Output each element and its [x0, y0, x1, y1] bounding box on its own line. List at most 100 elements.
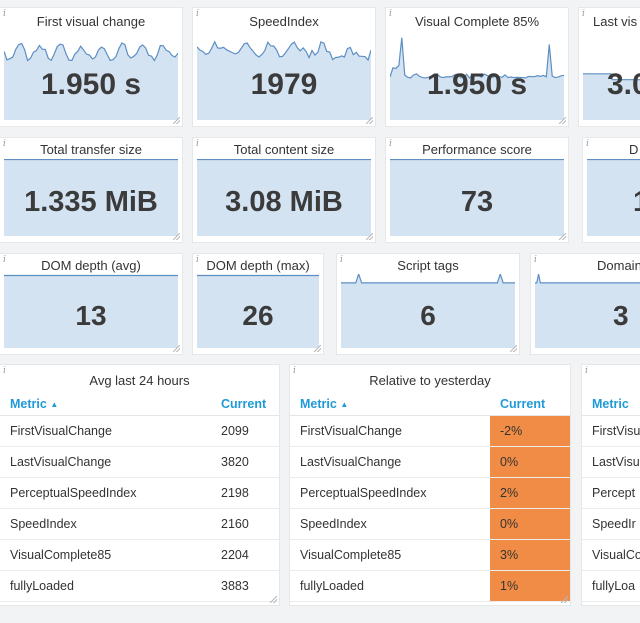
tile-title: D: [629, 142, 639, 157]
info-icon[interactable]: i: [3, 139, 6, 149]
sparkline-area: [4, 42, 178, 120]
table-row: LastVisualChange 0%: [290, 446, 570, 478]
tile-visual-complete-85[interactable]: i Visual Complete 85% 1.950 s: [386, 8, 568, 126]
table-panel-relative-yesterday[interactable]: i Relative to yesterday Metric ▲ Current…: [290, 365, 570, 605]
tile-script-tags[interactable]: i Script tags 6: [337, 254, 519, 354]
change-badge: 0%: [490, 508, 570, 540]
sparkline-chart: [197, 274, 319, 348]
table-panel-partial[interactable]: i Metric FirstVisu LastVisu Percept Spee…: [582, 365, 640, 605]
resize-handle-icon[interactable]: [561, 596, 568, 603]
resize-handle-icon[interactable]: [366, 233, 373, 240]
metric-name: LastVisualChange: [0, 446, 211, 478]
info-icon[interactable]: i: [3, 366, 6, 376]
sparkline-area: [587, 159, 640, 236]
resize-handle-icon[interactable]: [559, 233, 566, 240]
metrics-table: Metric ▲ Current FirstVisualChange -2% La…: [290, 393, 570, 602]
tile-speed-index[interactable]: i SpeedIndex 1979: [193, 8, 375, 126]
tile-partial-d[interactable]: i D 1: [583, 138, 640, 242]
table-title: Relative to yesterday: [369, 373, 491, 388]
resize-handle-icon[interactable]: [173, 117, 180, 124]
info-icon[interactable]: i: [534, 255, 537, 265]
tile-value: 1: [633, 186, 640, 219]
resize-handle-icon[interactable]: [559, 117, 566, 124]
metric-name: LastVisu: [582, 446, 640, 478]
info-icon[interactable]: i: [3, 9, 6, 19]
metrics-table: Metric ▲ Current FirstVisualChange 2099 L…: [0, 393, 279, 602]
info-icon[interactable]: i: [3, 255, 6, 265]
column-header-current[interactable]: Current: [490, 393, 570, 416]
sparkline-area: [197, 159, 371, 236]
sparkline-line: [390, 38, 564, 78]
tile-title: Performance score: [422, 142, 532, 157]
info-icon[interactable]: i: [196, 139, 199, 149]
resize-handle-icon[interactable]: [173, 233, 180, 240]
metrics-table: Metric FirstVisu LastVisu Percept SpeedI…: [582, 393, 640, 602]
table-row: SpeedIr: [582, 508, 640, 540]
tile-domains[interactable]: i Domain 3: [531, 254, 640, 354]
metric-value: 3883: [211, 570, 279, 602]
info-icon[interactable]: i: [196, 255, 199, 265]
tile-last-visual-change[interactable]: i Last vis 3.0: [579, 8, 640, 126]
table-row: PerceptualSpeedIndex 2198: [0, 477, 279, 509]
metric-name: VisualComplete85: [0, 539, 211, 571]
tile-performance-score[interactable]: i Performance score 73: [386, 138, 568, 242]
tile-dom-depth-avg[interactable]: i DOM depth (avg) 13: [0, 254, 182, 354]
metric-name: SpeedIndex: [0, 508, 211, 540]
tile-dom-depth-max[interactable]: i DOM depth (max) 26: [193, 254, 323, 354]
tile-title: Script tags: [397, 258, 459, 273]
tile-title: SpeedIndex: [249, 14, 319, 29]
info-icon[interactable]: i: [389, 139, 392, 149]
sparkline-area: [4, 159, 178, 236]
column-header-metric[interactable]: Metric ▲: [290, 393, 490, 416]
metric-name: SpeedIr: [582, 508, 640, 540]
column-header-current[interactable]: Current: [211, 393, 279, 416]
table-row: SpeedIndex 2160: [0, 508, 279, 540]
table-row: fullyLoa: [582, 570, 640, 602]
table-row: VisualCo: [582, 539, 640, 571]
info-icon[interactable]: i: [196, 9, 199, 19]
table-row: fullyLoaded 3883: [0, 570, 279, 602]
resize-handle-icon[interactable]: [366, 117, 373, 124]
resize-handle-icon[interactable]: [270, 596, 277, 603]
sparkline-area: [390, 159, 564, 236]
tile-total-transfer-size[interactable]: i Total transfer size 1.335 MiB: [0, 138, 182, 242]
table-panel-avg-24h[interactable]: i Avg last 24 hours Metric ▲ Current Fir…: [0, 365, 279, 605]
tile-total-content-size[interactable]: i Total content size 3.08 MiB: [193, 138, 375, 242]
table-row: LastVisualChange 3820: [0, 446, 279, 478]
sparkline-area: [390, 37, 564, 120]
info-icon[interactable]: i: [582, 9, 585, 19]
column-header-metric[interactable]: Metric: [582, 393, 640, 416]
info-icon[interactable]: i: [586, 139, 589, 149]
info-icon[interactable]: i: [585, 366, 588, 376]
metric-name: fullyLoaded: [290, 570, 490, 602]
info-icon[interactable]: i: [340, 255, 343, 265]
change-badge: 3%: [490, 539, 570, 571]
tile-value: 26: [242, 300, 274, 331]
resize-handle-icon[interactable]: [314, 345, 321, 352]
sparkline-chart: [390, 158, 564, 236]
tile-first-visual-change[interactable]: i First visual change 1.950 s: [0, 8, 182, 126]
resize-handle-icon[interactable]: [173, 345, 180, 352]
table-row: fullyLoaded 1%: [290, 570, 570, 602]
info-icon[interactable]: i: [389, 9, 392, 19]
metric-value: 2204: [211, 539, 279, 571]
sort-ascending-icon: ▲: [340, 400, 349, 410]
column-header-metric[interactable]: Metric ▲: [0, 393, 211, 416]
sparkline-chart: [197, 158, 371, 236]
sparkline-line: [583, 74, 640, 80]
metric-value: 2099: [211, 415, 279, 447]
tile-value: 1.950 s: [426, 68, 528, 101]
metric-name: fullyLoaded: [0, 570, 211, 602]
table-row: PerceptualSpeedIndex 2%: [290, 477, 570, 509]
table-title: Avg last 24 hours: [89, 373, 190, 388]
table-row: VisualComplete85 3%: [290, 539, 570, 571]
resize-handle-icon[interactable]: [510, 345, 517, 352]
sparkline-area: [341, 274, 515, 348]
sparkline-chart: [587, 158, 640, 236]
metric-value: 3820: [211, 446, 279, 478]
metric-value: 2198: [211, 477, 279, 509]
table-row: FirstVisualChange 2099: [0, 415, 279, 447]
tile-title: Total content size: [233, 142, 335, 157]
info-icon[interactable]: i: [293, 366, 296, 376]
sparkline-chart: [583, 36, 640, 120]
